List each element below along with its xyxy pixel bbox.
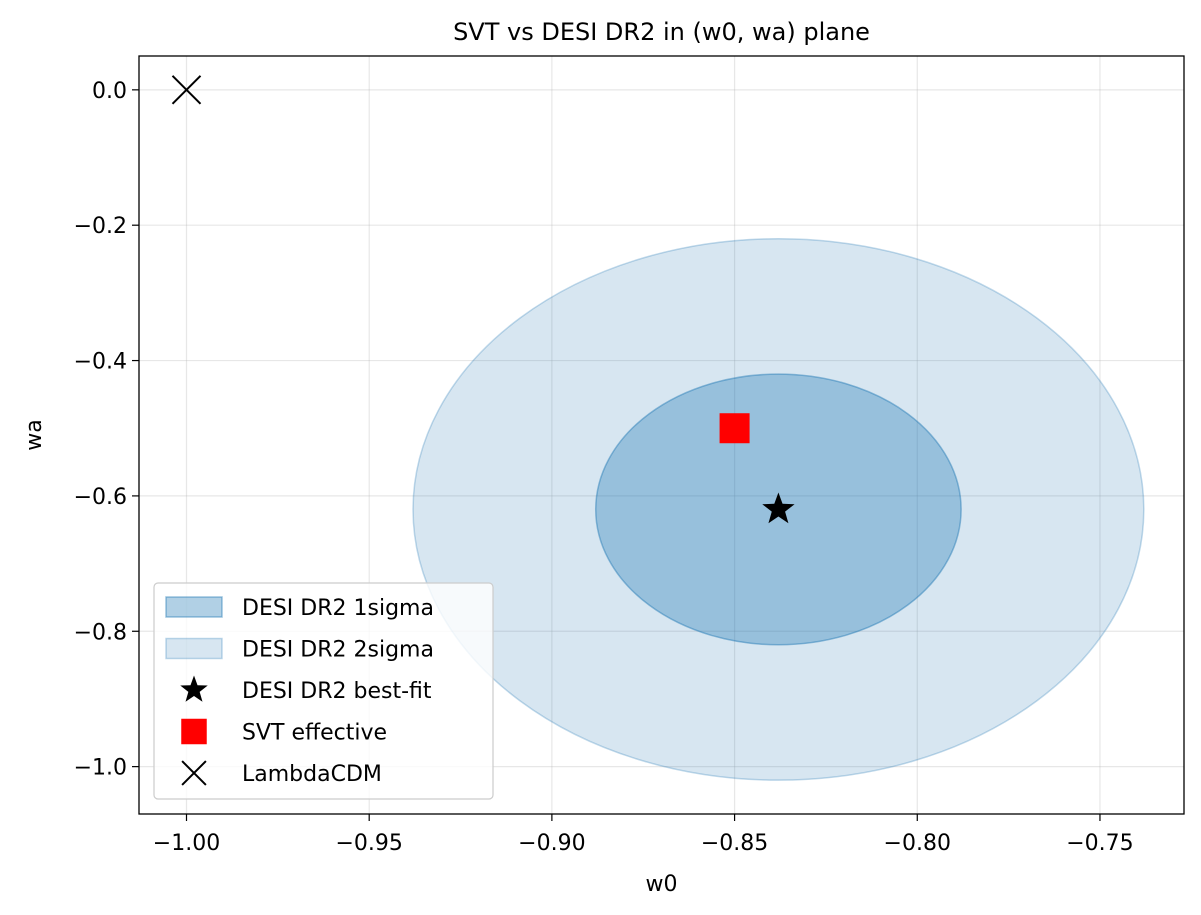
y-tick-label: 0.0: [92, 79, 127, 104]
point-svt-effective: [719, 413, 750, 444]
point-lambdacdm: [171, 75, 202, 105]
y-tick-label: −0.6: [74, 485, 127, 510]
point-desi-dr2-best-fit: [762, 492, 795, 524]
x-tick-label: −0.85: [701, 831, 768, 856]
tick-layer: −1.00 −0.95 −0.90 −0.85 −0.80 −0.75 0.0 −0.2 −0.…: [74, 79, 1134, 856]
y-tick-label: −1.0: [74, 756, 127, 781]
legend: DESI DR2 1sigma DESI DR2 2sigma DESI DR2 b…: [153, 582, 494, 800]
y-tick-label: −0.8: [74, 620, 127, 645]
legend-label-desi-dr2-best-fit: DESI DR2 best-fit: [242, 679, 432, 704]
x-tick-label: −0.90: [518, 831, 585, 856]
point-layer: [171, 75, 795, 524]
plot-frame: [138, 55, 1185, 815]
y-tick-label: −0.2: [74, 214, 127, 239]
legend-label-desi-dr2-2sigma: DESI DR2 2sigma: [242, 638, 434, 663]
x-tick-label: −0.80: [884, 831, 951, 856]
legend-marker-svt-effective: [181, 718, 207, 745]
x-tick-label: −0.75: [1066, 831, 1133, 856]
legend-label-desi-dr2-1sigma: DESI DR2 1sigma: [242, 596, 434, 621]
x-axis-label: w0: [646, 872, 678, 897]
x-tick-label: −0.95: [335, 831, 402, 856]
chart-title: SVT vs DESI DR2 in (w0, wa) plane: [453, 18, 870, 46]
legend-marker-desi-dr2-best-fit: [180, 675, 208, 702]
legend-label-svt-effective: SVT effective: [242, 721, 387, 746]
legend-box: [153, 582, 494, 800]
legend-label-lambdacdm: LambdaCDM: [242, 762, 382, 787]
legend-swatch-desi-dr2-2sigma: [165, 637, 223, 660]
x-tick-label: −1.00: [153, 831, 220, 856]
y-axis-label: wa: [22, 419, 47, 450]
y-tick-label: −0.4: [74, 350, 127, 375]
legend-swatch-desi-dr2-1sigma: [165, 596, 223, 618]
legend-marker-lambdacdm: [181, 760, 207, 786]
